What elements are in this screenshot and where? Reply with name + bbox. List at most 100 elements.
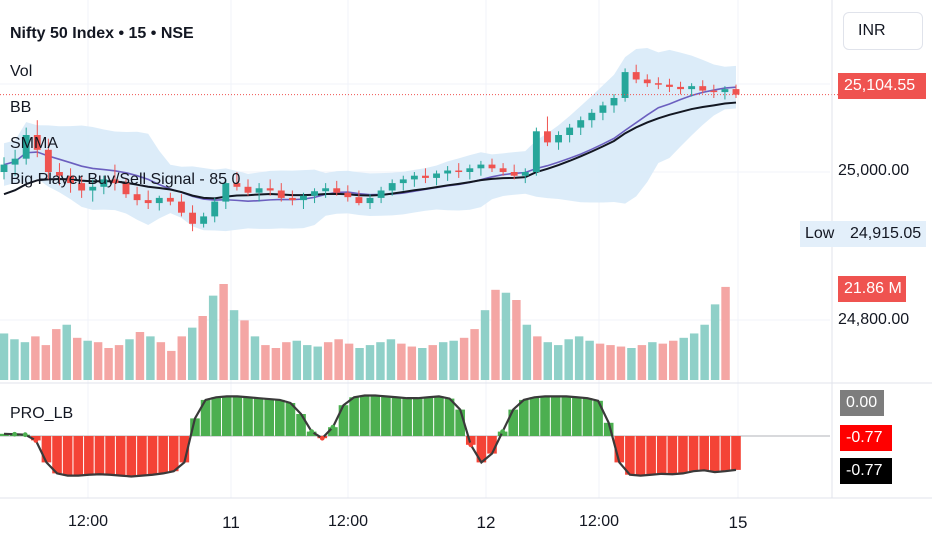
candle-body (333, 188, 341, 193)
osc-bar (582, 398, 593, 436)
volume-bar (564, 339, 573, 380)
volume-label: 21.86 M (838, 276, 906, 302)
candle-body (410, 175, 418, 180)
osc-bar (62, 436, 73, 476)
volume-bar (208, 295, 218, 380)
osc-bar (561, 396, 572, 436)
osc-bar (264, 399, 275, 436)
candle-body (233, 183, 241, 187)
osc-bar (200, 399, 211, 436)
candle-body (144, 200, 152, 204)
candle-body (178, 201, 185, 213)
osc-bar (243, 397, 253, 436)
legend-smma[interactable]: SMMA (10, 135, 58, 152)
osc-bar (73, 436, 84, 476)
osc-bar (625, 436, 635, 475)
volume-bar (470, 329, 479, 380)
volume-bar (658, 343, 668, 380)
candle-body (377, 190, 385, 198)
osc-marker (33, 438, 39, 443)
candle-body (566, 127, 574, 135)
volume-bar (407, 346, 417, 380)
candle-body (344, 192, 352, 198)
osc-marker (22, 432, 28, 438)
volume-bar (292, 340, 302, 380)
osc-bar (296, 414, 306, 436)
osc-bar (444, 398, 455, 436)
volume-bar (679, 337, 688, 380)
volume-bar (397, 343, 406, 380)
osc-bar (328, 427, 338, 436)
legend-vol[interactable]: Vol (10, 63, 33, 80)
candle-body (266, 188, 274, 191)
volume-bar (83, 340, 92, 380)
candle-body (499, 168, 507, 172)
time-tick: 12:00 (67, 513, 109, 530)
osc-value-label: -0.77 (840, 425, 892, 451)
volume-bar (0, 333, 9, 380)
osc-bar (126, 436, 137, 477)
chart-title[interactable]: Nifty 50 Index • 15 • NSE (10, 25, 194, 42)
volume-bar (62, 324, 71, 380)
osc-bar (487, 436, 497, 454)
low-value: 24,915.05 (842, 221, 926, 247)
legend-signal[interactable]: Big Player Buy/Sell Signal - 85 0 (10, 171, 241, 188)
osc-bar (359, 395, 370, 436)
osc-bar (41, 436, 52, 463)
candle-body (699, 86, 707, 91)
osc-bar (285, 403, 296, 436)
osc-bar (614, 436, 625, 463)
candle-body (666, 84, 673, 87)
osc-bar (179, 436, 190, 463)
osc-bar (731, 436, 741, 470)
low-tag: Low (800, 221, 842, 247)
candle-body (732, 89, 740, 95)
candle-body (300, 195, 307, 201)
candle-body (444, 170, 452, 174)
volume-bar (585, 340, 594, 380)
candle-body (211, 201, 219, 217)
candle-body (710, 90, 718, 93)
candle-body (11, 158, 19, 165)
volume-bar (533, 336, 542, 380)
osc-bar (211, 397, 221, 436)
volume-bar (31, 336, 40, 380)
osc-line (3, 394, 737, 478)
candle-body (322, 188, 330, 192)
osc-bar (540, 396, 550, 436)
candle-body (22, 135, 30, 159)
last-price-label: 25,104.55 (838, 73, 926, 99)
candle-body (222, 183, 230, 202)
legend-oscillator[interactable]: PRO_LB (10, 405, 74, 422)
osc-bar (508, 409, 519, 436)
osc-bar (370, 395, 381, 436)
osc-bar (455, 409, 465, 436)
candle-body (89, 186, 97, 191)
osc-marker (330, 424, 336, 430)
legend-bb[interactable]: BB (10, 99, 32, 116)
osc-bar (221, 396, 232, 436)
osc-bar (412, 398, 423, 436)
volume-bar (418, 348, 427, 380)
candle-body (466, 168, 474, 172)
volume-bar (721, 286, 730, 380)
bb-band-fill (4, 47, 736, 232)
oscillator-pane (0, 394, 830, 478)
osc-bar (593, 400, 603, 436)
candle-body (721, 89, 729, 93)
volume-bar (449, 340, 458, 380)
volume-bar (700, 324, 709, 380)
osc-bar (349, 397, 359, 436)
candle-body (366, 197, 374, 204)
volume-bar (135, 332, 145, 380)
volume-bar (188, 327, 197, 380)
volume-bar (250, 336, 260, 380)
volume-bar (648, 342, 657, 380)
currency-selector[interactable]: INR (843, 12, 923, 50)
candle-body (677, 86, 684, 90)
osc-bar (699, 436, 709, 471)
osc-bar (115, 436, 126, 476)
candle-body (200, 216, 208, 224)
